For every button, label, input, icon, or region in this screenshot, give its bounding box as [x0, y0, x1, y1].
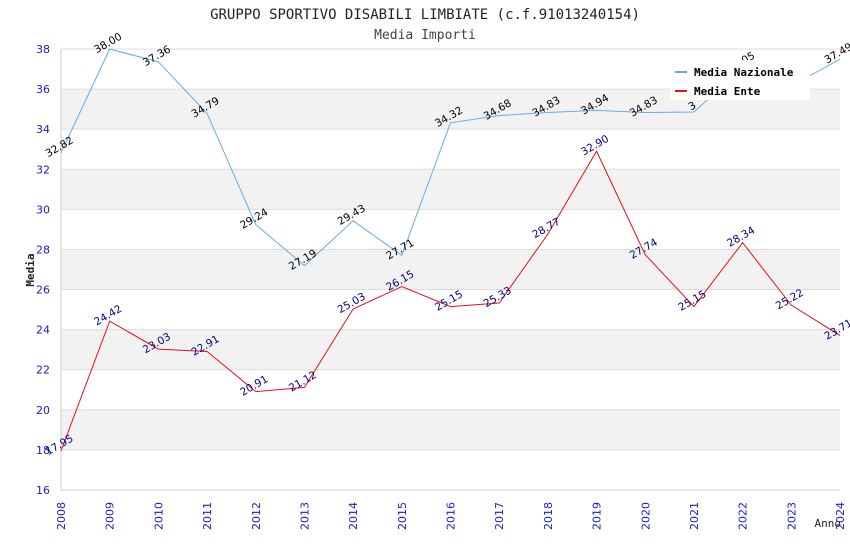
y-tick-label: 16: [36, 484, 50, 497]
y-tick-label: 30: [36, 203, 50, 216]
grid-band: [61, 329, 840, 370]
x-tick-label: 2022: [737, 502, 750, 530]
legend-label: Media Nazionale: [694, 66, 794, 79]
grid-band: [61, 169, 840, 210]
grid-band: [61, 369, 840, 410]
legend: Media Nazionale Media Ente: [670, 60, 810, 100]
y-tick-label: 22: [36, 364, 50, 377]
x-tick-label: 2010: [152, 502, 165, 530]
y-tick-label: 34: [36, 123, 50, 136]
grid-band: [61, 409, 840, 450]
grid-band: [61, 249, 840, 290]
x-tick-label: 2017: [493, 502, 506, 530]
x-tick-label: 2012: [250, 502, 263, 530]
x-tick-label: 2021: [688, 502, 701, 530]
y-tick-label: 38: [36, 43, 50, 56]
series-line: [60, 150, 841, 452]
legend-label: Media Ente: [694, 85, 761, 98]
y-tick-label: 28: [36, 243, 50, 256]
grid-band: [61, 289, 840, 330]
grid-band: [61, 449, 840, 490]
x-tick-label: 2024: [834, 502, 847, 530]
x-tick-label: 2013: [298, 502, 311, 530]
y-tick-label: 24: [36, 324, 50, 337]
x-tick-label: 2020: [639, 502, 652, 530]
y-tick-label: 36: [36, 83, 50, 96]
x-tick-label: 2018: [542, 502, 555, 530]
x-tick-label: 2014: [347, 502, 360, 530]
x-tick-label: 2019: [591, 502, 604, 530]
x-tick-label: 2011: [201, 502, 214, 530]
grid-band: [61, 129, 840, 170]
x-tick-label: 2008: [55, 502, 68, 530]
y-tick-label: 26: [36, 284, 50, 297]
y-axis-label: Media: [24, 253, 37, 286]
axes: [60, 49, 840, 491]
x-tick-label: 2016: [445, 502, 458, 530]
chart-subtitle: Media Importi: [374, 28, 476, 43]
grid-band: [61, 209, 840, 250]
x-tick-label: 2009: [104, 502, 117, 530]
legend-box: [670, 60, 810, 100]
x-tick-label: 2015: [396, 502, 409, 530]
x-axis-label: Anno: [815, 517, 842, 530]
data-label: 3: [687, 99, 699, 113]
x-tick-label: 2023: [785, 502, 798, 530]
chart-title: GRUPPO SPORTIVO DISABILI LIMBIATE (c.f.9…: [210, 7, 640, 23]
y-tick-label: 32: [36, 163, 50, 176]
y-tick-label: 20: [36, 404, 50, 417]
y-tick-label: 18: [36, 444, 50, 457]
